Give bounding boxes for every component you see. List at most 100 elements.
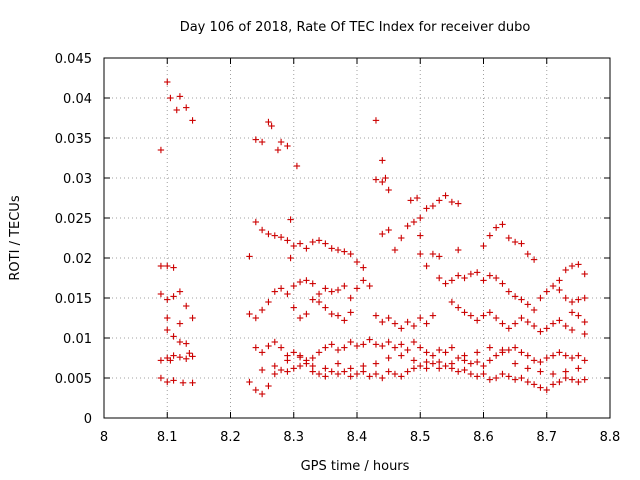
data-point (518, 314, 525, 322)
data-point (334, 360, 342, 367)
data-point (167, 94, 174, 102)
data-point (467, 370, 475, 378)
data-point (252, 136, 259, 143)
data-point (353, 370, 361, 378)
data-point (271, 338, 278, 346)
data-point (549, 370, 557, 378)
data-point (379, 374, 386, 382)
data-point (170, 264, 177, 271)
data-points (157, 78, 588, 398)
data-point (341, 248, 348, 255)
x-tick-label: 8.3 (283, 430, 304, 445)
data-point (360, 277, 367, 284)
data-point (530, 381, 538, 388)
data-point (404, 222, 411, 230)
data-point (277, 234, 285, 241)
data-point (480, 277, 487, 284)
data-point (429, 250, 437, 258)
data-point (265, 230, 272, 238)
data-point (372, 312, 380, 319)
data-point (455, 246, 462, 254)
data-point (157, 262, 165, 270)
data-point (511, 360, 519, 367)
data-point (436, 346, 443, 354)
data-point (360, 362, 367, 370)
data-point (341, 368, 348, 375)
data-point (157, 374, 165, 382)
data-point (581, 270, 588, 278)
data-point (315, 298, 323, 306)
data-point (442, 192, 449, 199)
data-point (296, 362, 304, 370)
data-point (296, 240, 304, 247)
data-point (562, 322, 569, 330)
x-tick-labels: 8 8.1 8.2 8.3 8.4 8.5 8.6 8.7 8.8 (100, 430, 620, 445)
data-point (404, 346, 411, 354)
data-point (499, 280, 506, 287)
data-point (543, 386, 550, 394)
data-point (423, 358, 430, 366)
data-point (173, 106, 180, 114)
data-point (252, 386, 259, 394)
data-point (328, 288, 335, 295)
data-point (461, 274, 468, 282)
data-point (328, 341, 335, 348)
data-point (499, 320, 506, 327)
y-tick-label: 0.03 (63, 172, 92, 187)
data-point (530, 357, 538, 364)
data-point (366, 336, 373, 343)
data-point (157, 290, 165, 298)
data-point (505, 346, 512, 354)
data-point (410, 322, 418, 330)
data-point (562, 374, 569, 382)
data-point (398, 341, 405, 348)
data-point (277, 285, 285, 292)
data-point (575, 261, 582, 268)
y-tick-label: 0.01 (63, 332, 92, 347)
data-point (189, 353, 196, 360)
data-point (167, 357, 174, 364)
data-point (347, 250, 354, 258)
data-point (404, 368, 411, 375)
data-point (372, 341, 380, 348)
data-point (423, 349, 430, 356)
data-point (164, 262, 171, 270)
data-point (290, 242, 297, 250)
data-point (461, 366, 468, 374)
data-point (347, 338, 354, 346)
data-point (410, 357, 418, 364)
data-point (265, 382, 272, 390)
data-point (448, 198, 456, 206)
y-tick-label: 0.005 (55, 372, 92, 387)
data-point (417, 214, 424, 222)
data-point (518, 296, 525, 303)
data-point (511, 320, 519, 327)
data-point (410, 338, 418, 346)
data-point (252, 314, 259, 322)
data-point (385, 368, 392, 375)
data-point (492, 352, 500, 359)
data-point (480, 370, 487, 378)
data-point (413, 194, 421, 202)
data-point (467, 360, 475, 367)
y-axis-label: ROTI / TECUs (8, 195, 23, 280)
data-point (511, 376, 519, 383)
data-point (315, 370, 323, 378)
data-point (379, 318, 386, 326)
data-point (372, 370, 380, 378)
data-point (315, 349, 323, 356)
data-point (537, 328, 544, 335)
data-point (322, 240, 329, 247)
data-point (183, 340, 190, 347)
data-point (170, 352, 177, 359)
data-point (530, 256, 538, 263)
data-point (575, 352, 582, 359)
data-point (518, 240, 525, 247)
data-point (537, 368, 544, 375)
data-point (322, 373, 329, 380)
x-tick-label: 8.5 (410, 430, 431, 445)
data-point (271, 232, 278, 239)
data-point (322, 285, 329, 292)
y-tick-label: 0.04 (63, 92, 92, 107)
data-point (486, 357, 494, 364)
